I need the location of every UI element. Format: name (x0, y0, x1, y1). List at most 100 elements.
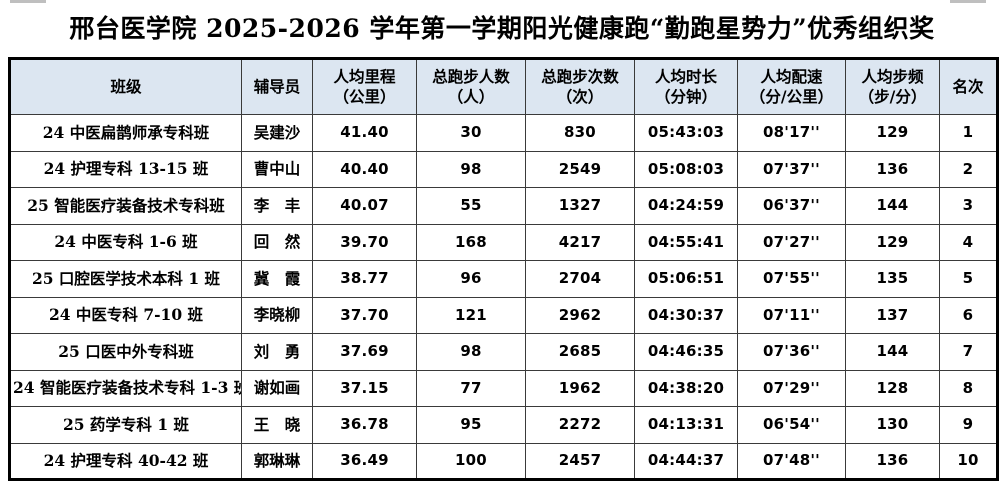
cell-duration: 04:30:37 (634, 296, 738, 334)
cell-counselor: 回 然 (241, 223, 313, 261)
cell-class: 25 口腔医学技术本科 1 班 (9, 260, 242, 298)
cell-runs: 4217 (525, 223, 635, 261)
cell-class: 24 护理专科 40-42 班 (9, 442, 242, 480)
cell-runners: 100 (416, 442, 526, 480)
cell-runs: 1327 (525, 187, 635, 225)
cell-class: 25 口医中外专科班 (9, 333, 242, 371)
cell-pace: 07'55'' (737, 260, 846, 298)
cell-counselor: 冀 霞 (241, 260, 313, 298)
screen-edge-artifact-left (10, 0, 46, 3)
cell-cadence: 136 (845, 150, 940, 188)
cell-runners: 98 (416, 333, 526, 371)
screen-edge-artifact-right (950, 0, 986, 3)
cell-rank: 1 (939, 114, 998, 152)
cell-duration: 04:55:41 (634, 223, 738, 261)
cell-runs: 2962 (525, 296, 635, 334)
page-title: 邢台医学院 2025-2026 学年第一学期阳光健康跑“勤跑星势力”优秀组织奖 (69, 14, 935, 43)
cell-pace: 07'29'' (737, 369, 846, 407)
column-header: 总跑步人数 （人） (416, 58, 526, 115)
cell-cadence: 135 (845, 260, 940, 298)
table-body: 24 中医扁鹊师承专科班 吴建沙 41.40 30 830 05:43:03 08'17''… (9, 114, 998, 480)
cell-pace: 06'37'' (737, 187, 846, 225)
cell-pace: 08'17'' (737, 114, 846, 152)
cell-class: 25 药学专科 1 班 (9, 406, 242, 444)
column-header: 人均里程 （公里） (312, 58, 417, 115)
cell-counselor: 谢如画 (241, 369, 313, 407)
column-header: 人均配速 （分/公里） (737, 58, 846, 115)
table-row: 24 中医扁鹊师承专科班 吴建沙 41.40 30 830 05:43:03 08'17''… (9, 114, 998, 152)
cell-duration: 04:38:20 (634, 369, 738, 407)
cell-class: 24 中医专科 7-10 班 (9, 296, 242, 334)
cell-rank: 2 (939, 150, 998, 188)
cell-cadence: 129 (845, 223, 940, 261)
cell-pace: 06'54'' (737, 406, 846, 444)
cell-runners: 95 (416, 406, 526, 444)
column-header: 名次 (939, 58, 998, 115)
cell-runners: 121 (416, 296, 526, 334)
cell-counselor: 李 丰 (241, 187, 313, 225)
cell-runs: 2704 (525, 260, 635, 298)
cell-cadence: 144 (845, 333, 940, 371)
table-row: 24 中医专科 1-6 班回 然 39.70 168 4217 04:55:41 07'2… (9, 223, 998, 261)
cell-runs: 2549 (525, 150, 635, 188)
cell-duration: 04:44:37 (634, 442, 738, 480)
cell-runners: 30 (416, 114, 526, 152)
cell-rank: 7 (939, 333, 998, 371)
cell-runners: 77 (416, 369, 526, 407)
column-header: 人均时长 （分钟） (634, 58, 738, 115)
table-row: 25 智能医疗装备技术专科班李 丰 40.07 55 1327 04:24:59 06'3… (9, 187, 998, 225)
cell-cadence: 130 (845, 406, 940, 444)
cell-rank: 5 (939, 260, 998, 298)
cell-avg_km: 37.69 (312, 333, 417, 371)
cell-duration: 05:43:03 (634, 114, 738, 152)
table-row: 24 护理专科 40-42 班郭琳琳 36.49 100 2457 04:44:37 07… (9, 442, 998, 480)
cell-rank: 9 (939, 406, 998, 444)
cell-pace: 07'48'' (737, 442, 846, 480)
award-results-table: 班级 辅导员 人均里程 （公里） 总跑步人数 （人） 总跑步次数 （次） 人均时长 （分钟… (8, 57, 999, 481)
cell-runners: 55 (416, 187, 526, 225)
cell-pace: 07'27'' (737, 223, 846, 261)
cell-counselor: 王 晓 (241, 406, 313, 444)
cell-counselor: 李晓柳 (241, 296, 313, 334)
cell-class: 24 护理专科 13-15 班 (9, 150, 242, 188)
cell-pace: 07'11'' (737, 296, 846, 334)
cell-runs: 1962 (525, 369, 635, 407)
cell-cadence: 136 (845, 442, 940, 480)
cell-class: 24 中医专科 1-6 班 (9, 223, 242, 261)
column-header: 总跑步次数 （次） (525, 58, 635, 115)
cell-runs: 2685 (525, 333, 635, 371)
cell-pace: 07'37'' (737, 150, 846, 188)
cell-class: 24 中医扁鹊师承专科班 (9, 114, 242, 152)
cell-avg_km: 37.15 (312, 369, 417, 407)
cell-rank: 4 (939, 223, 998, 261)
cell-avg_km: 41.40 (312, 114, 417, 152)
cell-runs: 2272 (525, 406, 635, 444)
cell-avg_km: 40.07 (312, 187, 417, 225)
column-header: 人均步频 （步/分） (845, 58, 940, 115)
cell-duration: 04:24:59 (634, 187, 738, 225)
cell-counselor: 郭琳琳 (241, 442, 313, 480)
cell-avg_km: 36.78 (312, 406, 417, 444)
cell-runners: 98 (416, 150, 526, 188)
cell-runs: 2457 (525, 442, 635, 480)
cell-duration: 04:13:31 (634, 406, 738, 444)
table-row: 24 中医专科 7-10 班李晓柳 37.70 121 2962 04:30:37 07'… (9, 296, 998, 334)
cell-cadence: 128 (845, 369, 940, 407)
table-row: 25 口医中外专科班刘 勇 37.69 98 2685 04:46:35 07'36'' 1… (9, 333, 998, 371)
cell-cadence: 144 (845, 187, 940, 225)
table-row: 25 药学专科 1 班王 晓 36.78 95 2272 04:13:31 06'54''… (9, 406, 998, 444)
cell-duration: 04:46:35 (634, 333, 738, 371)
cell-avg_km: 38.77 (312, 260, 417, 298)
cell-cadence: 129 (845, 114, 940, 152)
cell-class: 24 智能医疗装备技术专科 1-3 班 (9, 369, 242, 407)
cell-runs: 830 (525, 114, 635, 152)
table-row: 25 口腔医学技术本科 1 班冀 霞 38.77 96 2704 05:06:51 07'… (9, 260, 998, 298)
cell-runners: 168 (416, 223, 526, 261)
cell-class: 25 智能医疗装备技术专科班 (9, 187, 242, 225)
cell-avg_km: 40.40 (312, 150, 417, 188)
cell-duration: 05:08:03 (634, 150, 738, 188)
cell-rank: 8 (939, 369, 998, 407)
cell-runners: 96 (416, 260, 526, 298)
cell-cadence: 137 (845, 296, 940, 334)
cell-counselor: 刘 勇 (241, 333, 313, 371)
